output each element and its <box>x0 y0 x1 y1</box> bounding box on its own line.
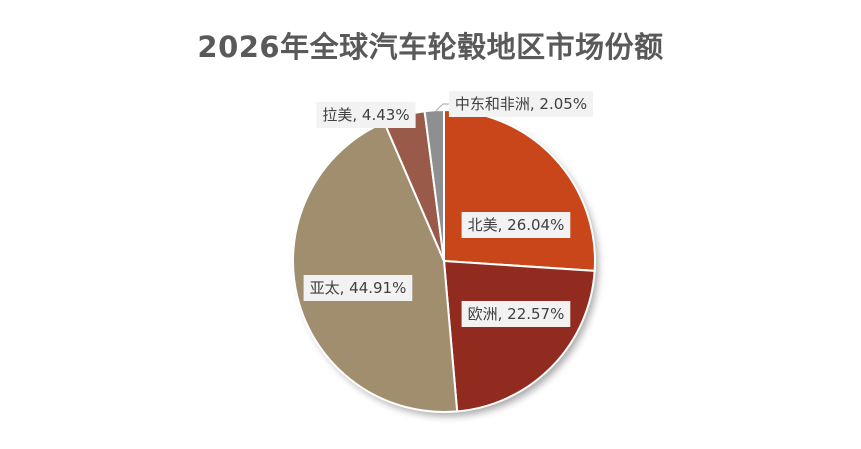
data-label-box-1 <box>461 301 571 327</box>
data-label-0: 北美, 26.04% <box>461 212 571 238</box>
leader-line-4 <box>434 103 449 113</box>
pie-slice-2 <box>292 121 459 413</box>
data-label-2: 亚太, 44.91% <box>303 275 413 301</box>
pie-slice-4 <box>423 108 445 262</box>
data-label-4: 中东和非洲, 2.05% <box>448 91 594 117</box>
data-label-text-2: 亚太, 44.91% <box>310 279 407 297</box>
data-label-box-2 <box>303 275 413 301</box>
data-label-3: 拉美, 4.43% <box>316 102 416 128</box>
data-label-box-0 <box>461 212 571 238</box>
pie-slice-1 <box>442 259 596 413</box>
data-label-text-3: 拉美, 4.43% <box>322 106 409 124</box>
data-label-box-3 <box>316 102 416 128</box>
pie-slice-0 <box>443 108 597 272</box>
data-label-text-4: 中东和非洲, 2.05% <box>455 95 587 113</box>
data-label-text-0: 北美, 26.04% <box>468 216 565 234</box>
data-label-box-4 <box>448 91 594 117</box>
data-label-text-1: 欧洲, 22.57% <box>468 305 565 323</box>
chart-title: 2026年全球汽车轮毂地区市场份额 <box>197 30 664 64</box>
data-label-1: 欧洲, 22.57% <box>461 301 571 327</box>
